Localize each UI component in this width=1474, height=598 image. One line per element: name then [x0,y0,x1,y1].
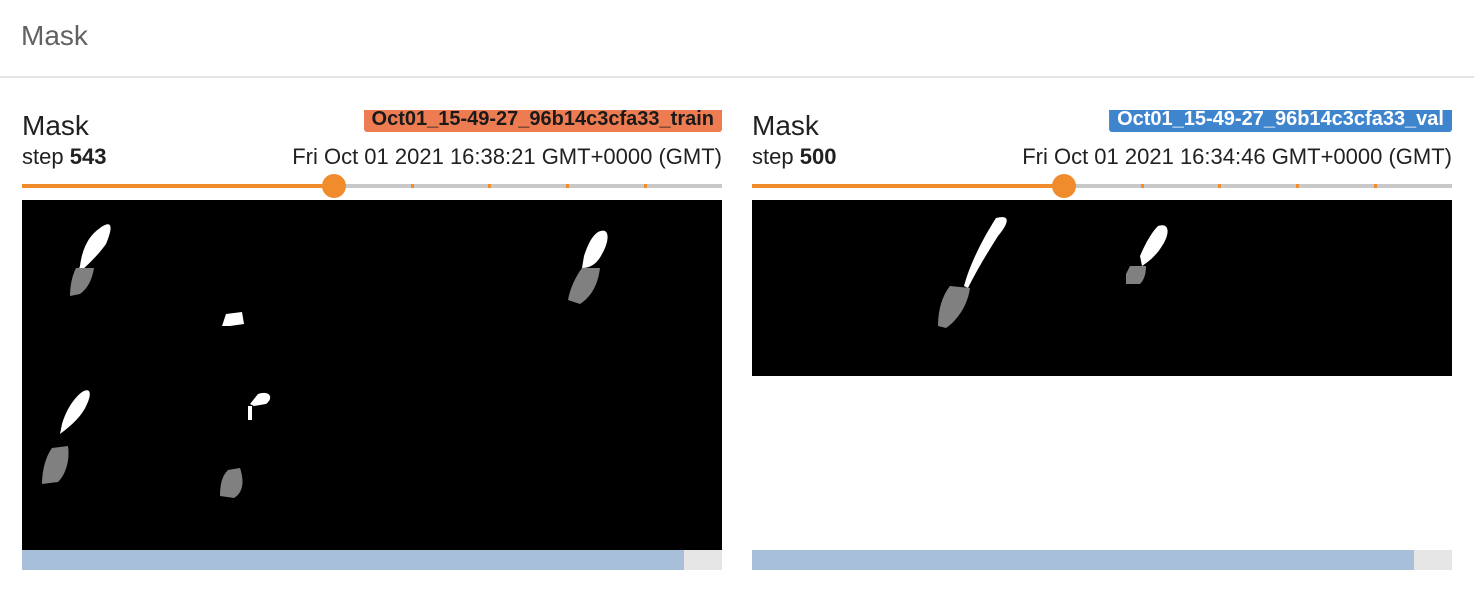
slider-tick [644,184,647,188]
step-value: 543 [69,144,107,169]
section-header[interactable]: Mask [0,0,1474,78]
slider-tick [411,184,414,188]
slider-tick [1374,184,1377,188]
step-label: step 500 [752,144,836,170]
mask-image [752,200,1452,376]
slider-tick [1141,184,1144,188]
run-badge: Oct01_15-49-27_96b14c3cfa33_train [363,110,722,132]
mask-image [22,200,722,550]
card-title: Mask [752,110,819,141]
image-card-train: Mask Oct01_15-49-27_96b14c3cfa33_train s… [22,100,722,580]
slider-tick [1218,184,1221,188]
step-text: step [752,144,794,169]
image-card-val: Mask Oct01_15-49-27_96b14c3cfa33_val ste… [752,100,1452,580]
section-title: Mask [21,20,88,51]
scrollbar-thumb[interactable] [22,550,684,570]
slider-thumb[interactable] [1052,174,1076,198]
step-text: step [22,144,64,169]
slider-track[interactable] [752,184,1452,188]
step-slider[interactable] [752,174,1452,198]
step-slider[interactable] [22,174,722,198]
card-title: Mask [22,110,89,141]
horizontal-scrollbar[interactable] [22,550,722,570]
slider-fill [22,184,334,188]
slider-tick [566,184,569,188]
step-value: 500 [799,144,837,169]
slider-tick [1296,184,1299,188]
step-label: step 543 [22,144,106,170]
timestamp: Fri Oct 01 2021 16:38:21 GMT+0000 (GMT) [292,144,722,169]
slider-thumb[interactable] [322,174,346,198]
slider-fill [752,184,1064,188]
scrollbar-thumb[interactable] [752,550,1414,570]
timestamp: Fri Oct 01 2021 16:34:46 GMT+0000 (GMT) [1022,144,1452,169]
slider-track[interactable] [22,184,722,188]
run-badge: Oct01_15-49-27_96b14c3cfa33_val [1109,110,1452,132]
slider-tick [488,184,491,188]
horizontal-scrollbar[interactable] [752,550,1452,570]
